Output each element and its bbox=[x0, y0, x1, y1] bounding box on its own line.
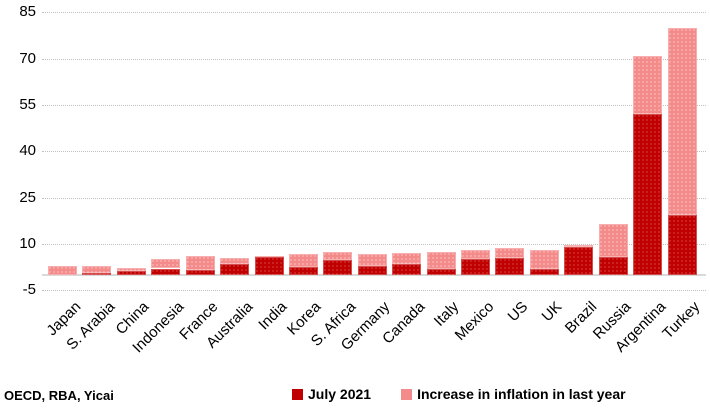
bar-germany-july-2021 bbox=[357, 266, 387, 275]
bar-s-africa-july-2021 bbox=[323, 260, 353, 275]
bar-france-increase bbox=[185, 256, 215, 271]
bar-canada-july-2021 bbox=[392, 264, 422, 275]
source-note: OECD, RBA, Yicai bbox=[4, 388, 114, 403]
bar-australia-july-2021 bbox=[220, 263, 250, 275]
bar-india-july-2021 bbox=[254, 257, 284, 275]
bar-argentina-july-2021 bbox=[633, 114, 663, 275]
bar-australia-increase bbox=[220, 257, 250, 264]
bar-s-africa-increase bbox=[323, 252, 353, 261]
bar-turkey-july-2021 bbox=[667, 214, 697, 275]
gridline-10 bbox=[42, 244, 706, 246]
bar-brazil-increase bbox=[564, 245, 594, 248]
bar-russia-increase bbox=[598, 223, 628, 258]
y-axis-tick--5: -5 bbox=[22, 281, 36, 299]
bar-uk-increase bbox=[529, 249, 559, 269]
bar-us-increase bbox=[495, 247, 525, 258]
legend-label-increase: Increase in inflation in last year bbox=[417, 386, 626, 402]
bar-uk-july-2021 bbox=[529, 268, 559, 275]
bar-turkey-increase bbox=[667, 27, 697, 215]
x-axis-line bbox=[42, 274, 706, 276]
gridline-85 bbox=[42, 12, 706, 14]
bar-russia-july-2021 bbox=[598, 257, 628, 275]
gridline-55 bbox=[42, 105, 706, 107]
bar-mexico-july-2021 bbox=[461, 258, 491, 275]
bar-indonesia-increase bbox=[151, 258, 181, 269]
y-axis-tick-85: 85 bbox=[19, 3, 36, 21]
bar-germany-increase bbox=[357, 254, 387, 267]
bar-s-arabia-increase bbox=[82, 266, 112, 274]
gridline-40 bbox=[42, 151, 706, 153]
y-axis-tick-55: 55 bbox=[19, 96, 36, 114]
y-axis-tick-70: 70 bbox=[19, 49, 36, 67]
legend-swatch-dark-red bbox=[292, 388, 303, 400]
legend: July 2021 Increase in inflation in last … bbox=[292, 386, 626, 402]
bar-argentina-increase bbox=[633, 55, 663, 115]
bar-mexico-increase bbox=[461, 249, 491, 259]
bar-canada-increase bbox=[392, 253, 422, 265]
y-axis-tick-10: 10 bbox=[19, 235, 36, 253]
bar-s-arabia-july-2021 bbox=[82, 273, 112, 275]
bar-india-increase bbox=[254, 255, 284, 258]
bar-italy-july-2021 bbox=[426, 269, 456, 275]
y-axis-tick-40: 40 bbox=[19, 142, 36, 160]
legend-swatch-pink bbox=[401, 388, 413, 400]
bar-us-july-2021 bbox=[495, 257, 525, 275]
y-axis-tick-25: 25 bbox=[19, 188, 36, 206]
bar-brazil-july-2021 bbox=[564, 247, 594, 275]
bar-italy-increase bbox=[426, 251, 456, 270]
chart-footer: OECD, RBA, Yicai July 2021 Increase in i… bbox=[0, 386, 710, 408]
legend-item-july-2021: July 2021 bbox=[292, 386, 371, 402]
bar-china-increase bbox=[116, 267, 146, 271]
legend-label-july-2021: July 2021 bbox=[308, 386, 372, 402]
bar-korea-july-2021 bbox=[288, 266, 318, 275]
gridline-25 bbox=[42, 197, 706, 199]
gridline-70 bbox=[42, 58, 706, 60]
bar-indonesia-july-2021 bbox=[151, 268, 181, 275]
gridline--5 bbox=[42, 290, 706, 292]
legend-item-increase: Increase in inflation in last year bbox=[401, 386, 626, 402]
bar-france-july-2021 bbox=[185, 270, 215, 275]
bar-japan-increase bbox=[48, 266, 77, 275]
bar-korea-increase bbox=[288, 253, 318, 267]
bar-china-july-2021 bbox=[116, 270, 146, 275]
